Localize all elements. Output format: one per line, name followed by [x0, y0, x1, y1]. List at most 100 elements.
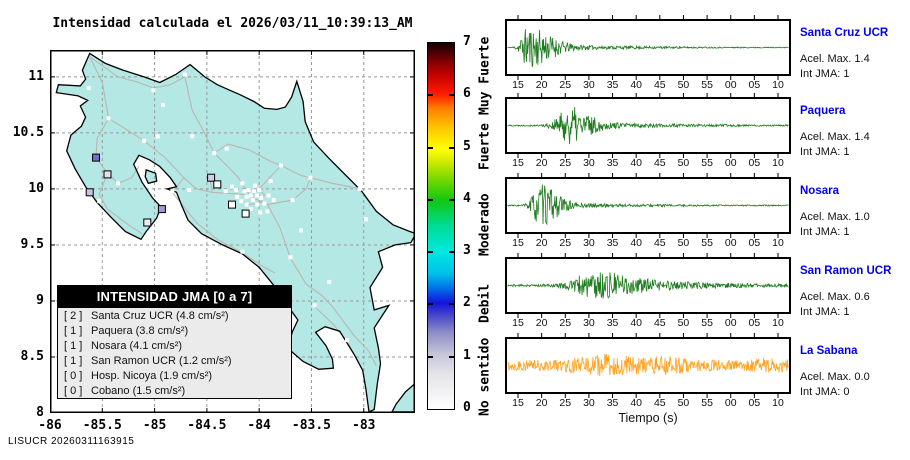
trace-time-label: 30	[583, 237, 595, 249]
map-title: Intensidad calculada el 2026/03/11_10:39…	[52, 16, 413, 31]
colorbar-tick	[449, 251, 454, 254]
intensity-marker-san-ramon-ucr	[207, 173, 216, 182]
station-dot	[257, 188, 262, 192]
road-line	[184, 76, 215, 154]
station-dot	[190, 134, 195, 139]
station-dot	[223, 189, 228, 194]
station-dot	[363, 217, 368, 222]
costa-rica-landmass	[56, 53, 415, 412]
trace-acel-max: Acel. Max. 1.4	[800, 131, 870, 143]
trace-time-label: 20	[535, 157, 548, 169]
trace-int-jma: Int JMA: 1	[800, 226, 850, 238]
legend-row: [ 1 ] San Ramon UCR (1.2 cm/s²)	[58, 353, 291, 368]
colorbar-value-label: 7	[463, 34, 471, 49]
trace-time-label: 55	[701, 157, 713, 169]
station-dot	[357, 186, 362, 191]
coastline	[55, 52, 415, 413]
trace-time-label: 55	[701, 79, 713, 91]
legend-row-intensity: [ 2 ]	[64, 309, 83, 322]
station-dot	[142, 138, 147, 143]
trace-time-label: 45	[653, 157, 666, 169]
colorbar-tick	[449, 198, 454, 201]
legend-row-intensity: [ 1 ]	[64, 354, 83, 367]
station-dot	[151, 88, 156, 93]
map-x-tick-label: -86	[38, 418, 62, 433]
waveform-santa-cruz-ucr	[507, 29, 789, 68]
trace-panel-frame	[505, 257, 791, 314]
trace-time-label: 40	[630, 79, 643, 91]
station-dot	[248, 193, 253, 198]
station-dot	[212, 151, 217, 156]
trace-time-label: 15	[512, 237, 524, 249]
road-line	[213, 152, 252, 198]
map-y-tick-label: 11	[28, 68, 44, 84]
road-line	[250, 164, 361, 198]
trace-time-label: 45	[653, 397, 666, 409]
legend-row-station: Hosp. Nicoya (1.9 cm/s²)	[91, 369, 213, 382]
trace-acel-max: Acel. Max. 1.4	[800, 53, 870, 65]
trace-time-label: 25	[559, 157, 572, 169]
colorbar-value-label: 2	[463, 295, 471, 311]
station-dot	[288, 255, 293, 260]
trace-time-label: 55	[701, 317, 713, 329]
station-dot	[116, 181, 120, 186]
colorbar-tick	[428, 355, 433, 358]
colorbar-tick	[428, 146, 433, 149]
legend-row: [ 1 ] Nosara (4.1 cm/s²)	[58, 338, 291, 353]
legend-row-intensity: [ 0 ]	[64, 384, 83, 397]
map-x-tick-label: -85.5	[82, 418, 122, 433]
station-dot	[253, 183, 257, 188]
trace-panel-frame	[505, 19, 791, 76]
intensity-colorbar	[427, 42, 455, 410]
time-axis-title: Tiempo (s)	[618, 411, 678, 425]
intensity-marker	[213, 180, 222, 189]
trace-time-label: 10	[772, 157, 784, 169]
map-y-tick-label: 9.5	[20, 236, 44, 252]
waveform-paquera	[507, 106, 789, 145]
station-dot	[255, 193, 260, 198]
colorbar-tick	[428, 251, 433, 254]
trace-time-label: 35	[606, 157, 619, 169]
colorbar-value-label: 1	[463, 347, 471, 363]
station-dot	[234, 188, 239, 192]
station-dot	[86, 86, 91, 91]
station-dot	[250, 198, 255, 203]
legend-row-station: Cobano (1.5 cm/s²)	[91, 384, 186, 397]
trace-time-label: 00	[724, 79, 737, 91]
trace-time-label: 15	[512, 317, 524, 329]
trace-time-label: 00	[724, 237, 737, 249]
trace-time-label: 15	[512, 157, 524, 169]
trace-station-name: Nosara	[800, 185, 839, 197]
road-line	[171, 191, 276, 274]
trace-time-label: 45	[653, 317, 666, 329]
road-line	[89, 56, 186, 89]
trace-time-label: 30	[583, 397, 595, 409]
trace-time-label: 50	[677, 79, 690, 91]
trace-time-label: 15	[512, 397, 524, 409]
legend-row-station: Paquera (3.8 cm/s²)	[91, 324, 189, 337]
trace-time-label: 00	[724, 397, 737, 409]
map-y-tick-label: 8.5	[20, 348, 44, 364]
waveform-nosara	[507, 184, 789, 226]
trace-panel-frame	[505, 337, 791, 394]
station-dot	[345, 338, 349, 343]
trace-time-label: 45	[653, 237, 666, 249]
legend-row-intensity: [ 1 ]	[64, 324, 83, 337]
corner-landmass	[392, 383, 415, 412]
station-dot	[242, 189, 247, 194]
legend-row-station: San Ramon UCR (1.2 cm/s²)	[91, 354, 232, 367]
station-dot	[244, 194, 249, 199]
trace-time-label: 40	[630, 237, 643, 249]
station-dot	[266, 193, 271, 198]
trace-time-label: 20	[535, 79, 548, 91]
station-dot	[268, 179, 273, 184]
colorbar-tick	[428, 94, 433, 97]
legend-row-station: Santa Cruz UCR (4.8 cm/s²)	[91, 309, 229, 322]
trace-acel-max: Acel. Max. 0.0	[800, 371, 870, 383]
trace-time-label: 05	[748, 157, 761, 169]
colorbar-tick	[449, 303, 454, 306]
station-dot	[97, 199, 102, 204]
trace-time-label: 05	[748, 79, 761, 91]
trace-time-label: 55	[701, 397, 713, 409]
colorbar-value-label: 0	[463, 400, 471, 415]
